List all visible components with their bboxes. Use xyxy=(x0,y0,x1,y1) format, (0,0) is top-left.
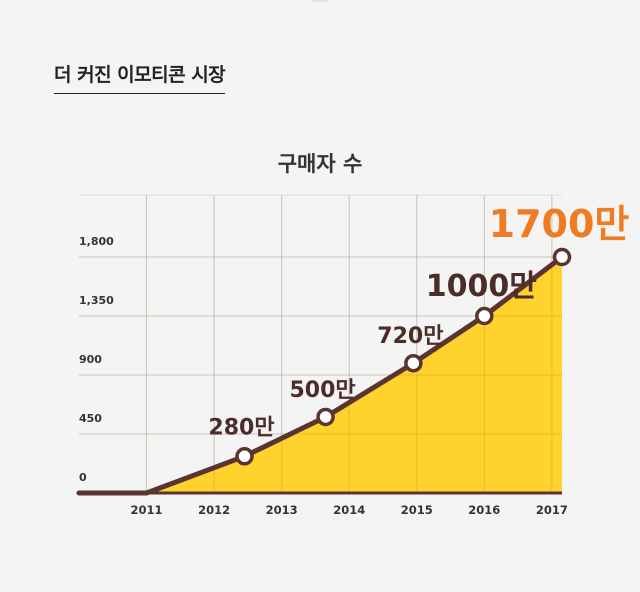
data-label: 280만 xyxy=(208,415,274,440)
data-point-marker xyxy=(552,247,572,267)
data-label: 720만 xyxy=(377,324,443,349)
y-axis-ticks: 0 450 900 1,350 1,800 xyxy=(79,235,114,484)
y-tick-label: 900 xyxy=(79,353,102,366)
data-point-marker xyxy=(316,407,335,427)
data-labels: 280만 500만 720만 1000만 1700만 xyxy=(208,202,629,440)
data-point-marker xyxy=(235,447,254,466)
x-tick-label: 2017 xyxy=(536,503,568,517)
top-edge-mark xyxy=(312,0,328,2)
x-tick-label: 2011 xyxy=(131,503,163,517)
y-tick-label: 1,800 xyxy=(79,235,114,248)
x-tick-label: 2014 xyxy=(333,503,365,517)
page-title: 더 커진 이모티콘 시장 xyxy=(54,60,226,94)
y-tick-label: 1,350 xyxy=(79,294,114,307)
data-label: 1000만 xyxy=(426,269,537,304)
area-layer xyxy=(79,195,562,493)
y-tick-label: 450 xyxy=(79,412,102,425)
x-tick-label: 2015 xyxy=(401,503,433,517)
x-tick-label: 2016 xyxy=(468,503,500,517)
data-label: 500만 xyxy=(289,378,355,403)
chart-title: 구매자 수 xyxy=(277,152,363,176)
x-tick-label: 2013 xyxy=(266,503,298,517)
line-layer xyxy=(76,247,572,496)
data-label: 1700만 xyxy=(489,202,630,246)
grid-lines xyxy=(79,194,562,493)
y-tick-label: 0 xyxy=(79,471,87,484)
data-point-marker xyxy=(404,353,423,373)
area-fill xyxy=(79,257,562,493)
x-tick-label: 2012 xyxy=(198,503,230,517)
data-point-marker xyxy=(475,306,494,326)
x-axis-ticks: 2011 2012 2013 2014 2015 2016 2017 xyxy=(131,503,568,517)
